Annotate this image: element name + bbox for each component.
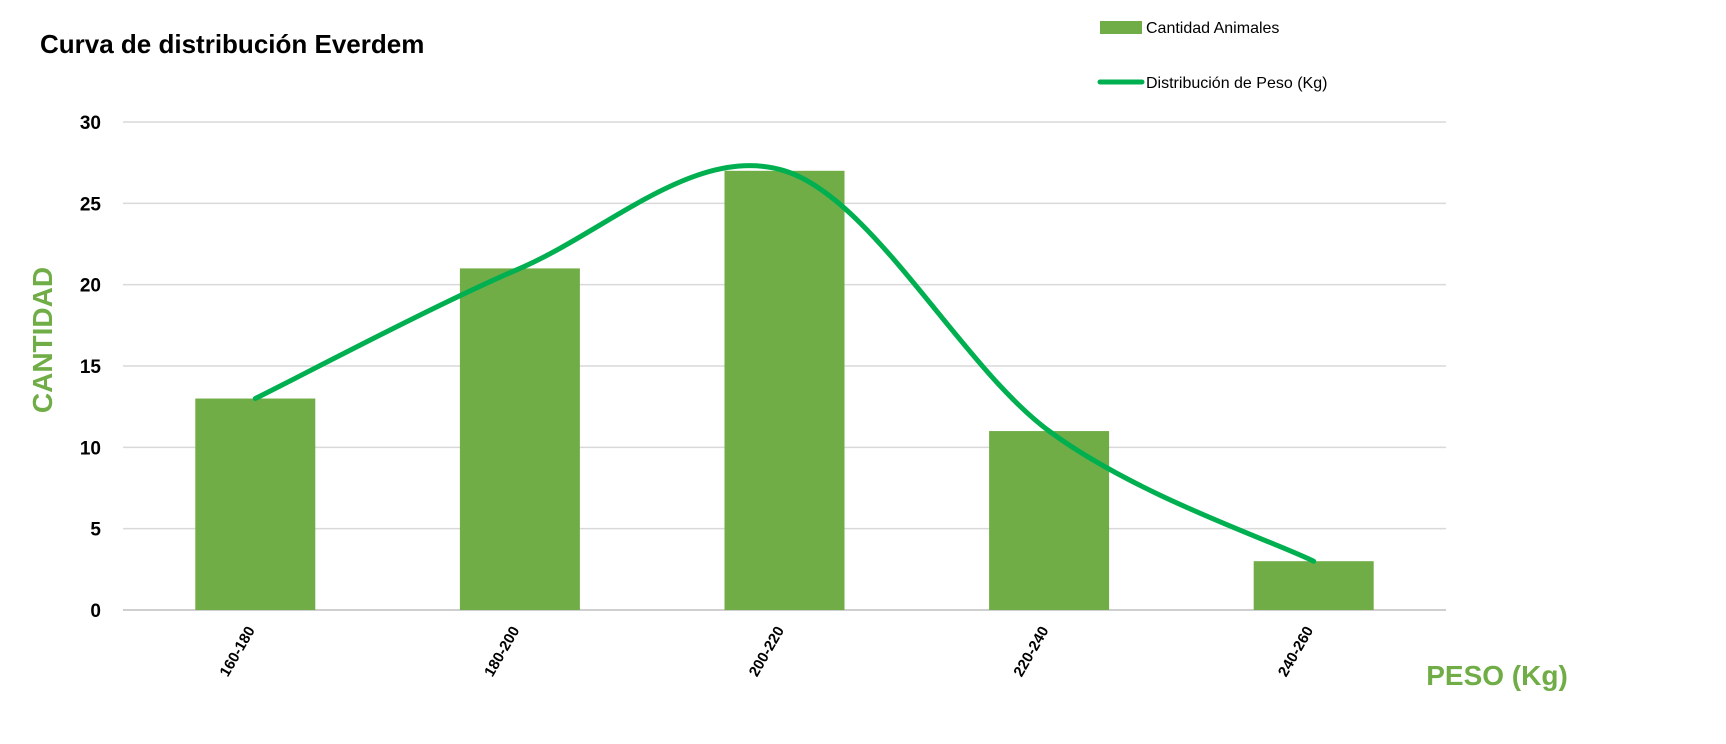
- y-axis-title: CANTIDAD: [27, 267, 58, 413]
- bar: [724, 170, 845, 611]
- y-tick-label: 30: [80, 113, 101, 134]
- legend-bar-swatch: [1100, 21, 1142, 34]
- legend-bar-label: Cantidad Animales: [1146, 20, 1279, 37]
- x-axis-ticks: 160-180 180-200 200-220 220-240 240-260: [217, 624, 1318, 680]
- bar-series: [195, 170, 1374, 611]
- legend-line-label: Distribución de Peso (Kg): [1146, 75, 1327, 92]
- bar: [459, 268, 580, 610]
- x-tick-label: 160-180: [217, 624, 259, 680]
- y-tick-label: 25: [80, 194, 102, 215]
- legend: Cantidad Animales Distribución de Peso (…: [1097, 20, 1327, 92]
- y-axis-ticks: 0 5 10 15 20 25 30: [80, 113, 102, 622]
- x-tick-label: 240-260: [1275, 624, 1317, 680]
- bar: [195, 398, 316, 610]
- distribution-line: [252, 163, 1317, 564]
- y-tick-label: 10: [80, 438, 101, 459]
- chart-title: Curva de distribución Everdem: [40, 29, 424, 59]
- y-tick-label: 20: [80, 276, 101, 297]
- bar: [1253, 561, 1374, 610]
- x-tick-label: 200-220: [746, 624, 788, 680]
- x-axis-title: PESO (Kg): [1426, 660, 1568, 691]
- line-series: [252, 163, 1317, 564]
- y-tick-label: 5: [90, 520, 101, 541]
- x-tick-label: 180-200: [481, 624, 523, 680]
- y-tick-label: 15: [80, 357, 102, 378]
- bar: [989, 431, 1110, 610]
- x-tick-label: 220-240: [1010, 624, 1052, 680]
- y-tick-label: 0: [90, 601, 101, 622]
